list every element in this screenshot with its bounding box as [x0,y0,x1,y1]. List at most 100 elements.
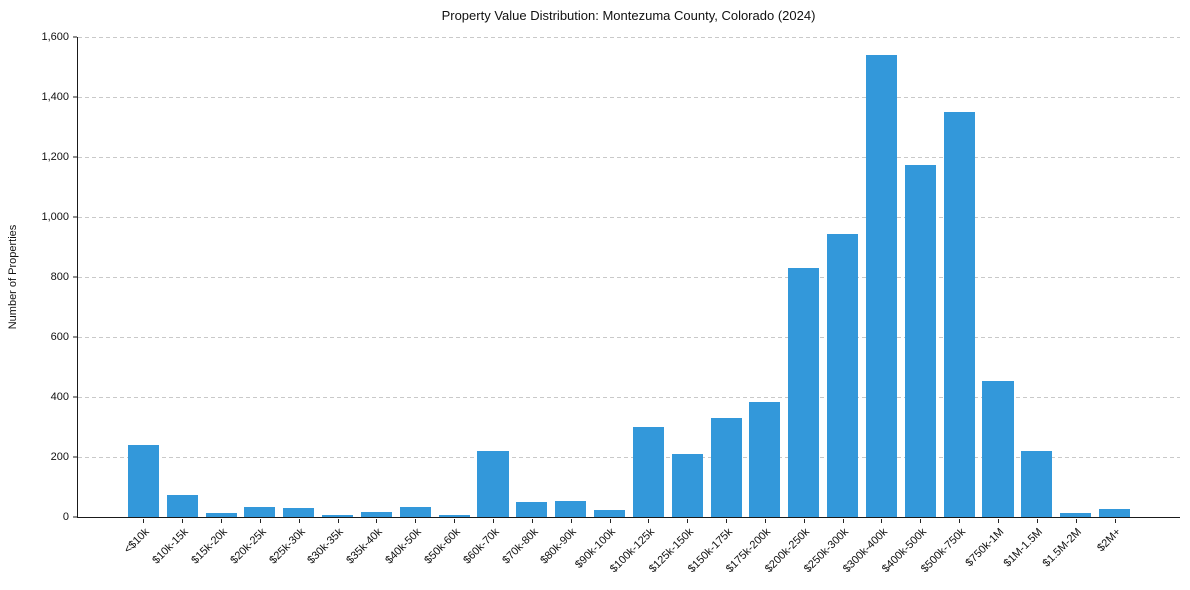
bar-slot: $750k-1M [963,37,1018,569]
bar [322,514,354,517]
bar-slot: $90k-100k [573,37,629,571]
x-tick [376,518,378,523]
bar-slot: $35k-40k [344,37,396,566]
chart-title: Property Value Distribution: Montezuma C… [441,8,816,23]
bar [943,112,975,517]
x-tick-label: $750k-1M [963,526,1007,570]
y-tick [72,456,77,458]
y-tick-label: 200 [50,451,69,463]
x-tick [493,518,495,523]
gridline [78,217,1180,218]
gridline [78,37,1180,38]
x-tick [609,518,611,523]
bar-slot: $40k-50k [383,37,435,566]
bar [788,268,820,517]
bar [865,55,897,517]
y-tick [72,516,77,518]
bar [516,502,548,517]
bar [438,514,470,517]
bar-slot: $1M-1.5M [1002,37,1056,570]
y-tick-label: 1,000 [41,211,69,223]
bar-slot: $30k-35k [306,37,357,566]
bar [749,401,781,517]
bar [904,164,936,517]
bar [632,427,664,517]
bar-slot: $15k-20k [189,37,241,566]
x-tick [337,518,339,523]
gridline [78,337,1180,338]
bar [477,451,509,517]
x-tick [415,518,417,523]
x-tick-label: $10k-15k [150,526,191,567]
bar-slot: $25k-30k [267,37,318,566]
y-tick-label: 800 [50,271,69,283]
bar [1060,513,1092,517]
bar [360,511,393,517]
bar-slot: $60k-70k [461,37,513,566]
x-tick [687,518,689,523]
bar-slot: $175k-200k [724,37,785,575]
bar [710,418,742,517]
bar [244,506,276,517]
y-tick-label: 1,400 [41,91,69,103]
y-tick [72,96,77,98]
bar [166,494,198,517]
bar [555,500,587,517]
x-tick [259,518,261,523]
bar-slot: $50k-60k [422,37,474,566]
bar-slot: $400k-500k [880,37,940,575]
y-tick [72,336,77,338]
x-tick [764,518,766,523]
bar [982,380,1014,517]
x-tick [648,518,650,523]
bar [671,454,703,517]
x-tick [221,518,223,523]
gridline [78,97,1180,98]
x-tick [920,518,922,523]
x-tick [454,518,456,523]
gridline [78,457,1180,458]
x-tick-label: $40k-50k [383,526,424,567]
y-tick-label: 1,600 [41,31,69,43]
bar-slot: $150k-175k [685,37,746,575]
x-tick [182,518,184,523]
bar [205,512,237,517]
x-tick [531,518,533,523]
bar [399,506,431,517]
x-tick-label: $15k-20k [189,526,230,567]
x-tick [726,518,728,523]
bar-slot: $250k-300k [802,37,862,575]
bar [594,509,626,517]
x-tick [298,518,300,523]
y-tick [72,216,77,218]
x-tick-label: $20k-25k [227,526,269,567]
x-tick [570,518,572,523]
bar-slot: $20k-25k [228,37,280,566]
x-tick [959,518,961,523]
x-tick-label: $70k-80k [499,526,541,567]
x-tick [1036,518,1038,523]
bar [1098,508,1131,517]
bar [1021,451,1053,517]
bar-slot: $2M+ [1095,37,1134,554]
x-tick [143,518,145,523]
x-tick [842,518,844,523]
x-tick-label: $2M+ [1094,526,1124,555]
bar-slot: <$10k [122,37,163,556]
bar-slot: $80k-90k [539,37,590,566]
plot-area: 0 200 400 600 800 1,000 1,200 1,400 1,600 <$10k $… [41,31,1180,575]
x-tick-label: $1M-1.5M [1001,526,1046,570]
bar-slot: $100k-125k [608,37,668,575]
bar-slot: $70k-80k [500,37,551,566]
gridline [78,397,1180,398]
bar-slot: $1.5M-2M [1041,37,1095,570]
bar-slot: $500k-750k [918,37,979,575]
y-tick [72,36,77,38]
x-tick-label: <$10k [122,526,152,556]
y-axis-label: Number of Properties [7,224,19,330]
y-tick-label: 600 [50,331,69,343]
y-tick [72,396,77,398]
bar [127,445,159,517]
x-tick-label: $35k-40k [344,526,385,567]
